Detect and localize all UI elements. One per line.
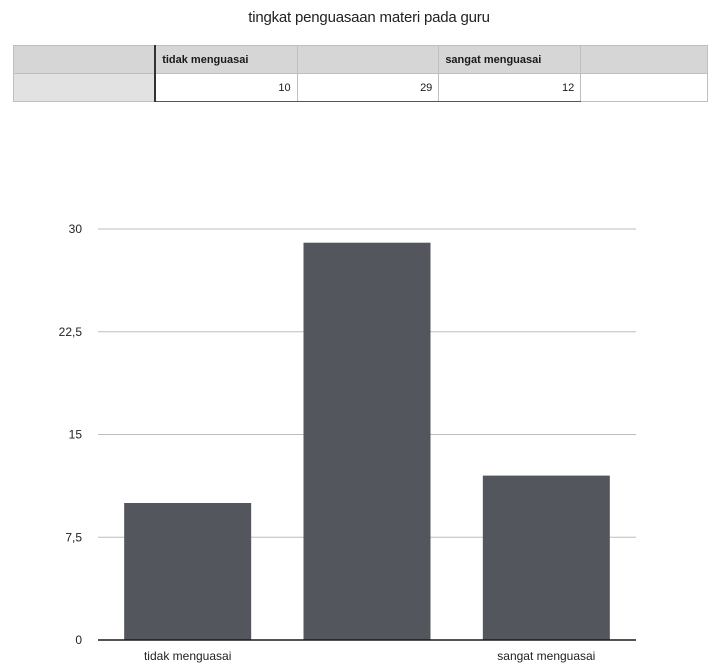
table-header-cell: sangat menguasai	[438, 45, 582, 74]
y-tick-label: 30	[69, 222, 83, 236]
table-header-cell	[580, 45, 708, 74]
table-header-row: tidak menguasai sangat menguasai	[13, 45, 708, 74]
x-tick-label: sangat menguasai	[497, 649, 595, 663]
table-cell: 10	[154, 73, 298, 102]
table-row-header-cell	[13, 73, 156, 102]
bar	[482, 475, 610, 640]
bar	[303, 242, 431, 640]
bars	[124, 242, 610, 640]
y-tick-label: 15	[69, 428, 83, 442]
chart-title: tingkat penguasaan materi pada guru	[248, 9, 490, 26]
table-cell	[580, 73, 708, 102]
table-cell: 29	[296, 73, 440, 102]
data-table: tidak menguasai sangat menguasai 10 29 1…	[13, 45, 708, 102]
y-tick-label: 7,5	[65, 530, 82, 544]
table-cell: 12	[438, 73, 582, 102]
tick-labels: 0 7,5 15 22,5 30 tidak menguasai sangat mengua…	[59, 222, 596, 663]
bar	[124, 503, 252, 640]
y-tick-label: 0	[75, 633, 82, 647]
y-tick-label: 22,5	[59, 325, 83, 339]
x-tick-label: tidak menguasai	[144, 649, 231, 663]
table-header-cell: tidak menguasai	[154, 45, 298, 74]
table-row: 10 29 12	[13, 73, 708, 102]
